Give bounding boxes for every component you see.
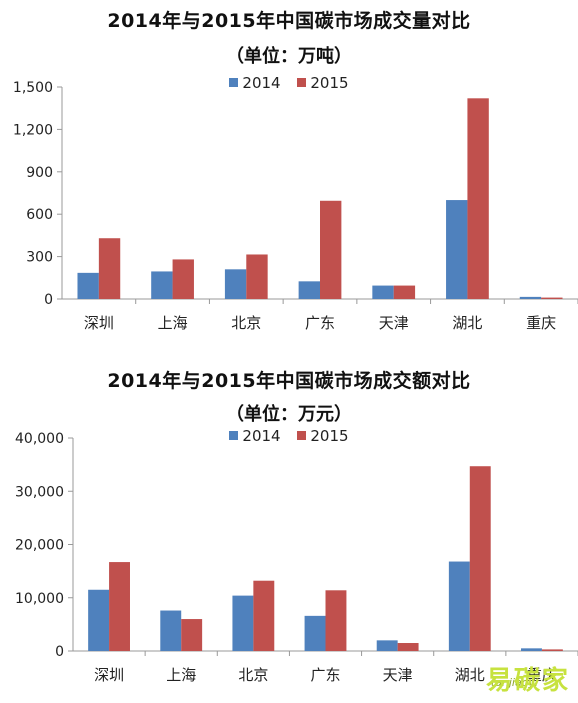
chart-amount: 2014年与2015年中国碳市场成交额对比 （单位：万元） 2014 2015 … xyxy=(0,352,578,703)
bar-2014-3 xyxy=(304,615,326,651)
legend-label-2015: 2015 xyxy=(310,74,349,92)
x-tick-label: 天津 xyxy=(383,666,413,684)
chart-title: 2014年与2015年中国碳市场成交量对比 xyxy=(107,10,471,32)
legend-swatch-2014 xyxy=(229,78,239,87)
y-tick-label: 20,000 xyxy=(15,538,64,554)
chart-subtitle: （单位：万元） xyxy=(226,404,352,425)
bar-2014-4 xyxy=(376,640,398,651)
bar-2014-5 xyxy=(448,561,470,651)
x-tick-label: 湖北 xyxy=(452,314,482,332)
bar-2015-1 xyxy=(181,619,203,651)
y-tick-label: 600 xyxy=(26,207,53,223)
y-tick-label: 40,000 xyxy=(15,431,64,447)
x-tick-label: 北京 xyxy=(231,314,261,332)
chart-legend: 2014 2015 xyxy=(0,427,578,445)
bar-2014-1 xyxy=(160,610,182,651)
bar-2014-0 xyxy=(88,589,110,651)
y-tick-label: 0 xyxy=(44,292,53,308)
legend-item-2014: 2014 xyxy=(229,427,281,445)
chart-plot-volume: 0 300 600 900 1,200 1,500 深圳 上海 北京 广东 天津 湖北 重庆 xyxy=(13,80,578,332)
bar-2015-3 xyxy=(325,590,347,651)
bar-2014-5 xyxy=(446,200,468,299)
bar-2015-5 xyxy=(469,466,491,651)
bar-2015-5 xyxy=(467,98,489,299)
legend-item-2014: 2014 xyxy=(229,74,281,92)
chart-title: 2014年与2015年中国碳市场成交额对比 xyxy=(107,370,471,392)
legend-label-2015: 2015 xyxy=(310,427,349,445)
bar-2014-2 xyxy=(232,595,254,651)
x-tick-label: 湖北 xyxy=(455,666,485,684)
bar-2015-0 xyxy=(98,238,121,299)
y-tick-label: 900 xyxy=(26,165,53,181)
y-tick-label: 1,500 xyxy=(13,80,53,96)
bar-2015-2 xyxy=(246,254,268,299)
bar-2014-6 xyxy=(519,296,542,299)
bar-2015-6 xyxy=(541,649,563,651)
x-tick-label: 广东 xyxy=(305,314,335,332)
legend-label-2014: 2014 xyxy=(242,427,281,445)
legend-item-2015: 2015 xyxy=(297,74,349,92)
x-tick-label: 重庆 xyxy=(526,314,556,332)
watermark-logo: 易碳家 xyxy=(485,666,570,696)
chart-plot-amount: 0 10,000 20,000 30,000 40,000 深圳 上海 北京 广东 天津 湖北 重庆 xyxy=(15,431,578,684)
legend-label-2014: 2014 xyxy=(242,74,281,92)
x-tick-label: 重庆 xyxy=(527,666,557,684)
bar-2015-4 xyxy=(397,643,419,651)
y-tick-label: 0 xyxy=(55,644,64,660)
y-tick-label: 1,200 xyxy=(13,122,53,138)
y-tick-label: 30,000 xyxy=(15,484,64,500)
legend-item-2015: 2015 xyxy=(297,427,349,445)
y-tick-label: 10,000 xyxy=(15,591,64,607)
x-tick-label: 广东 xyxy=(310,666,340,684)
chart-legend: 2014 2015 xyxy=(0,74,578,92)
x-tick-label: 天津 xyxy=(379,314,409,332)
x-tick-label: 深圳 xyxy=(84,314,114,332)
bar-2014-0 xyxy=(77,272,99,299)
x-tick-label: 深圳 xyxy=(94,666,124,684)
bar-2015-0 xyxy=(109,562,130,651)
chart-volume: 2014年与2015年中国碳市场成交量对比 （单位：万吨） 2014 2015 … xyxy=(0,10,578,332)
bar-2015-2 xyxy=(253,580,275,651)
watermark-url: tanjiaoyi xyxy=(490,676,538,689)
legend-swatch-2015 xyxy=(297,431,307,440)
bar-2015-3 xyxy=(320,200,342,299)
bar-2015-6 xyxy=(541,297,563,299)
bar-2015-1 xyxy=(172,259,194,299)
bar-2014-3 xyxy=(298,281,320,299)
bar-2015-4 xyxy=(393,285,416,299)
bar-2014-6 xyxy=(521,648,542,651)
chart-subtitle: （单位：万吨） xyxy=(226,46,352,67)
bar-2014-1 xyxy=(151,271,173,299)
legend-swatch-2015 xyxy=(297,78,307,87)
x-tick-label: 上海 xyxy=(166,666,196,684)
x-tick-label: 北京 xyxy=(238,666,268,684)
legend-swatch-2014 xyxy=(229,431,239,440)
bar-2014-2 xyxy=(224,269,247,299)
y-tick-label: 300 xyxy=(26,250,53,266)
bar-2014-4 xyxy=(372,285,394,299)
x-tick-label: 上海 xyxy=(158,314,188,332)
